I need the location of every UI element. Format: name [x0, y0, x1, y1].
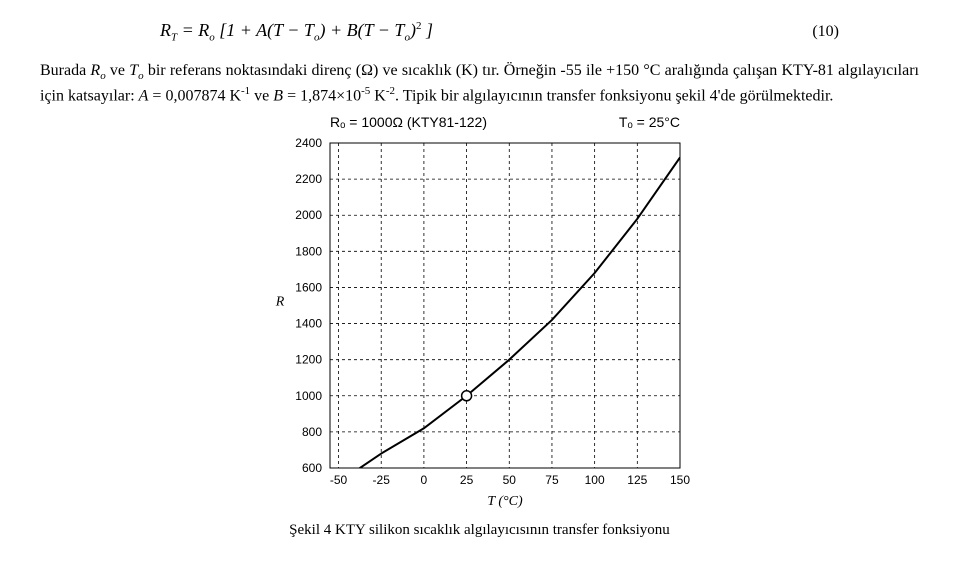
- xtick-label: 25: [459, 473, 473, 487]
- chart-title-left: Rₒ = 1000Ω (KTY81-122): [330, 114, 487, 130]
- xtick-label: 100: [584, 473, 604, 487]
- ytick-label: 2200: [295, 172, 322, 186]
- body-paragraph: Burada Ro ve To bir referans noktasındak…: [40, 60, 919, 107]
- xtick-label: -50: [329, 473, 347, 487]
- ytick-label: 600: [301, 461, 321, 475]
- chart-title-right: Tₒ = 25°C: [618, 114, 679, 130]
- plot-border: [330, 143, 680, 468]
- ytick-label: 800: [301, 424, 321, 438]
- xtick-label: 150: [669, 473, 689, 487]
- xtick-label: 75: [545, 473, 559, 487]
- reference-marker: [461, 390, 471, 400]
- ytick-label: 2400: [295, 136, 322, 150]
- chart-svg: Rₒ = 1000Ω (KTY81-122) Tₒ = 25°C -50 -25 0 25…: [260, 113, 700, 513]
- ytick-label: 1400: [295, 316, 322, 330]
- xtick-label: 125: [627, 473, 647, 487]
- ytick-label: 1200: [295, 352, 322, 366]
- equation-formula: RT = Ro [1 + A(T − To) + B(T − To)2 ]: [40, 20, 433, 44]
- equation-number: (10): [812, 23, 919, 41]
- xtick-label: -25: [372, 473, 390, 487]
- equation-line: RT = Ro [1 + A(T − To) + B(T − To)2 ] (1…: [40, 20, 919, 44]
- ytick-label: 2000: [295, 208, 322, 222]
- x-axis-label: T (°C): [487, 494, 523, 509]
- figure-container: Rₒ = 1000Ω (KTY81-122) Tₒ = 25°C -50 -25 0 25…: [40, 113, 919, 518]
- ytick-label: 1000: [295, 388, 322, 402]
- xtick-label: 0: [420, 473, 427, 487]
- y-axis-label: R: [274, 294, 284, 309]
- figure-caption: Şekil 4 KTY silikon sıcaklık algılayıcıs…: [40, 522, 919, 539]
- ytick-label: 1800: [295, 244, 322, 258]
- xtick-label: 50: [502, 473, 516, 487]
- data-curve: [330, 157, 680, 486]
- ytick-label: 1600: [295, 280, 322, 294]
